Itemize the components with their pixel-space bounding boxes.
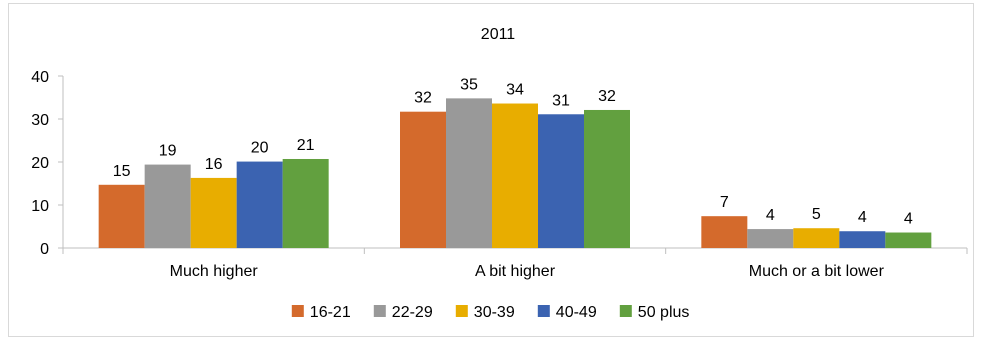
bar-40-49 [236,161,283,248]
data-label: 32 [414,90,432,107]
y-tick-label: 40 [31,69,49,86]
bar-40-49 [839,231,886,248]
y-tick-label: 0 [40,241,49,258]
bar-30-39 [793,228,840,248]
data-label: 4 [766,207,775,224]
data-label: 31 [552,92,570,109]
y-tick-label: 10 [31,198,49,215]
category-label: Much or a bit lower [749,263,885,280]
bar-50-plus [282,158,329,248]
legend-label: 16-21 [310,304,351,321]
data-label: 4 [904,211,913,228]
bar-16-21 [400,111,446,248]
data-label: 7 [720,194,729,211]
data-label: 32 [598,88,616,105]
bar-22-29 [747,229,794,248]
data-label: 35 [460,76,478,93]
legend-label: 30-39 [474,304,515,321]
legend-label: 40-49 [556,304,597,321]
legend-swatch [291,305,304,317]
axes: 0 10 20 30 40 Much higher A bit higher Much or … [31,69,968,280]
category-label: Much higher [170,263,259,280]
y-tick-label: 20 [31,155,49,172]
bar-30-39 [190,177,237,248]
legend-swatch [619,305,632,317]
legend-swatch [373,305,386,317]
data-label: 16 [205,156,223,173]
chart-frame: 2011 0 10 20 30 40 Much higher A bit higher Muc… [8,3,974,337]
y-tick-label: 30 [31,112,49,129]
bar-30-39 [492,103,538,249]
bar-40-49 [538,114,584,249]
data-label: 5 [812,206,821,223]
data-label: 4 [858,209,867,226]
bar-chart: 2011 0 10 20 30 40 Much higher A bit higher Muc… [31,26,968,321]
chart-title: 2011 [481,26,516,43]
category-label: A bit higher [475,263,556,280]
legend-swatch [455,305,468,317]
bar-22-29 [144,164,191,248]
legend: 16-21 22-29 30-39 40-49 50 plus [291,304,690,321]
bar-50-plus [584,109,630,248]
bar-16-21 [98,184,145,248]
data-labels: 15 19 16 20 21 32 35 34 31 32 7 4 5 4 4 [113,76,913,227]
bar-16-21 [701,216,748,248]
legend-label: 22-29 [392,304,433,321]
data-label: 19 [159,143,177,160]
bar-50-plus [885,232,932,248]
bar-22-29 [446,98,492,248]
data-label: 21 [297,137,315,154]
legend-swatch [537,305,550,317]
data-label: 34 [506,82,524,99]
bars [98,98,932,249]
data-label: 20 [251,140,269,157]
data-label: 15 [113,163,131,180]
legend-label: 50 plus [638,304,690,321]
